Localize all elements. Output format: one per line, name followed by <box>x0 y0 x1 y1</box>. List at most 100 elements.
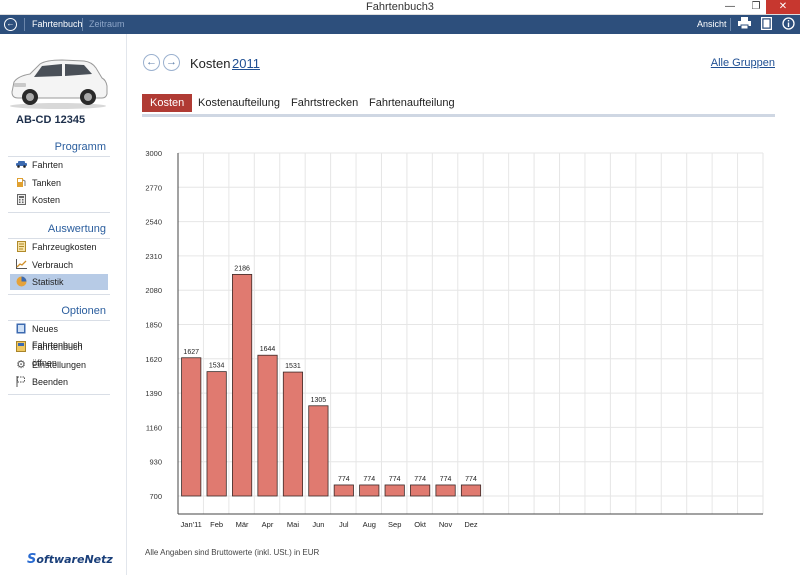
y-tick-label: 1160 <box>146 423 162 432</box>
sidebar-item-label: Kosten <box>32 195 61 205</box>
zeitraum-menu[interactable]: Zeitraum <box>89 19 125 29</box>
sidebar-item-label: Fahrzeugkosten <box>32 242 97 252</box>
y-tick-label: 2310 <box>145 252 162 261</box>
y-tick-label: 700 <box>149 492 162 501</box>
data-label: 774 <box>338 476 350 483</box>
info-icon[interactable] <box>781 17 796 32</box>
y-tick-label: 1620 <box>145 355 162 364</box>
sidebar-item-label: Statistik <box>32 277 64 287</box>
sidebar-item-statistik[interactable]: Statistik <box>10 274 108 290</box>
tab-fahrtstrecken[interactable]: Fahrtstrecken <box>291 97 359 109</box>
x-tick-label: Mai <box>287 520 299 529</box>
data-label: 1534 <box>209 363 225 370</box>
data-label: 1627 <box>183 349 199 356</box>
bar-5 <box>282 371 304 497</box>
license-plate: AB-CD 12345 <box>16 114 86 126</box>
data-label: 774 <box>414 476 426 483</box>
previous-arrow-icon[interactable]: ← <box>143 54 160 71</box>
tab-kosten[interactable]: Kosten <box>142 94 193 112</box>
sidebar-item-neues-fahrtenbuch[interactable]: Neues Fahrtenbuch <box>10 321 108 350</box>
calculator-icon <box>15 194 27 206</box>
x-tick-label: Apr <box>262 520 274 529</box>
close-button[interactable]: ✕ <box>766 0 800 14</box>
book-icon[interactable] <box>759 16 774 32</box>
bar-12 <box>460 484 482 497</box>
bar-10 <box>410 484 431 497</box>
sidebar-item-fahrtenbuch-oeffnen[interactable]: Fahrtenbuch öffnen <box>10 339 108 368</box>
fuel-icon <box>15 177 27 189</box>
sidebar-item-fahrzeugkosten[interactable]: Fahrzeugkosten <box>10 239 108 255</box>
window-title: Fahrtenbuch3 <box>366 1 434 13</box>
gear-icon: ⚙ <box>16 359 26 371</box>
restore-button[interactable]: ❐ <box>751 1 761 12</box>
x-tick-label: Sep <box>388 520 401 529</box>
sidebar-item-label: Einstellungen <box>32 360 87 370</box>
x-tick-label: Mär <box>236 520 249 529</box>
bar-9 <box>384 484 405 497</box>
data-label: 774 <box>363 476 375 483</box>
x-tick-label: Aug <box>363 520 376 529</box>
bar-11 <box>435 484 456 497</box>
y-tick-label: 930 <box>149 458 162 467</box>
pie-icon <box>15 276 27 288</box>
data-label: 774 <box>465 476 477 483</box>
x-tick-label: Jan'11 <box>181 520 202 529</box>
section-divider <box>8 156 110 157</box>
fahrtenbuch-menu[interactable]: Fahrtenbuch <box>32 19 83 29</box>
x-tick-label: Nov <box>439 520 453 529</box>
back-arrow-icon[interactable]: ← <box>4 18 17 31</box>
chart-icon <box>15 259 27 271</box>
section-divider <box>8 212 110 213</box>
sidebar-item-tanken[interactable]: Tanken <box>10 175 108 191</box>
y-tick-label: 1850 <box>145 321 162 330</box>
minimize-button[interactable]: — <box>725 1 735 12</box>
document-icon <box>15 241 27 253</box>
sidebar-item-label: Neues Fahrtenbuch <box>32 324 83 350</box>
open-icon <box>15 341 27 353</box>
sidebar-item-label: Verbrauch <box>32 260 74 270</box>
y-tick-label: 1390 <box>145 389 162 398</box>
tab-underline <box>142 114 775 117</box>
section-divider <box>8 320 110 321</box>
y-tick-label: 2080 <box>145 286 162 295</box>
x-tick-label: Jul <box>339 520 349 529</box>
y-tick-label: 2770 <box>145 183 162 192</box>
printer-icon[interactable] <box>737 17 752 32</box>
bar-8 <box>359 484 380 497</box>
section-divider <box>8 394 110 395</box>
car-icon <box>15 159 27 171</box>
bar-2 <box>206 371 227 497</box>
data-label: 774 <box>389 476 401 483</box>
toolbar: ← Fahrtenbuch Zeitraum Ansicht <box>0 15 800 34</box>
sidebar-item-verbrauch[interactable]: Verbrauch <box>10 257 108 273</box>
sidebar-item-beenden[interactable]: Beenden <box>10 374 108 390</box>
ansicht-menu[interactable]: Ansicht <box>697 19 727 29</box>
sidebar-item-label: Tanken <box>32 178 62 188</box>
x-tick-label: Okt <box>414 520 427 529</box>
softwarenetz-logo: SoftwareNetz <box>27 552 113 567</box>
bar-6 <box>308 405 329 497</box>
bar-4 <box>257 354 278 497</box>
sidebar-item-fahrten[interactable]: Fahrten <box>10 157 108 173</box>
year-link[interactable]: 2011 <box>232 56 260 71</box>
data-label: 2186 <box>234 265 250 272</box>
x-tick-label: Dez <box>464 520 478 529</box>
bar-3 <box>232 273 253 497</box>
data-label: 1644 <box>260 346 276 353</box>
sidebar: AB-CD 12345 Programm Fahrten Tanken Kost… <box>0 34 127 575</box>
sidebar-item-kosten[interactable]: Kosten <box>10 192 108 208</box>
section-divider <box>8 238 110 239</box>
next-arrow-icon[interactable]: → <box>163 54 180 71</box>
new-book-icon <box>15 323 27 335</box>
y-tick-label: 2540 <box>145 218 162 227</box>
footnote: Alle Angaben sind Bruttowerte (inkl. USt… <box>145 548 320 557</box>
tab-fahrtenaufteilung[interactable]: Fahrtenaufteilung <box>369 97 455 109</box>
all-groups-link[interactable]: Alle Gruppen <box>710 57 775 69</box>
section-divider <box>8 294 110 295</box>
tab-kostenaufteilung[interactable]: Kostenaufteilung <box>198 97 280 109</box>
data-label: 1531 <box>285 363 301 370</box>
window-titlebar: Fahrtenbuch3 — ❐ ✕ <box>0 0 800 15</box>
toolbar-separator <box>24 18 25 31</box>
sidebar-item-einstellungen[interactable]: ⚙ Einstellungen <box>10 357 108 373</box>
section-title-optionen: Optionen <box>61 305 106 317</box>
